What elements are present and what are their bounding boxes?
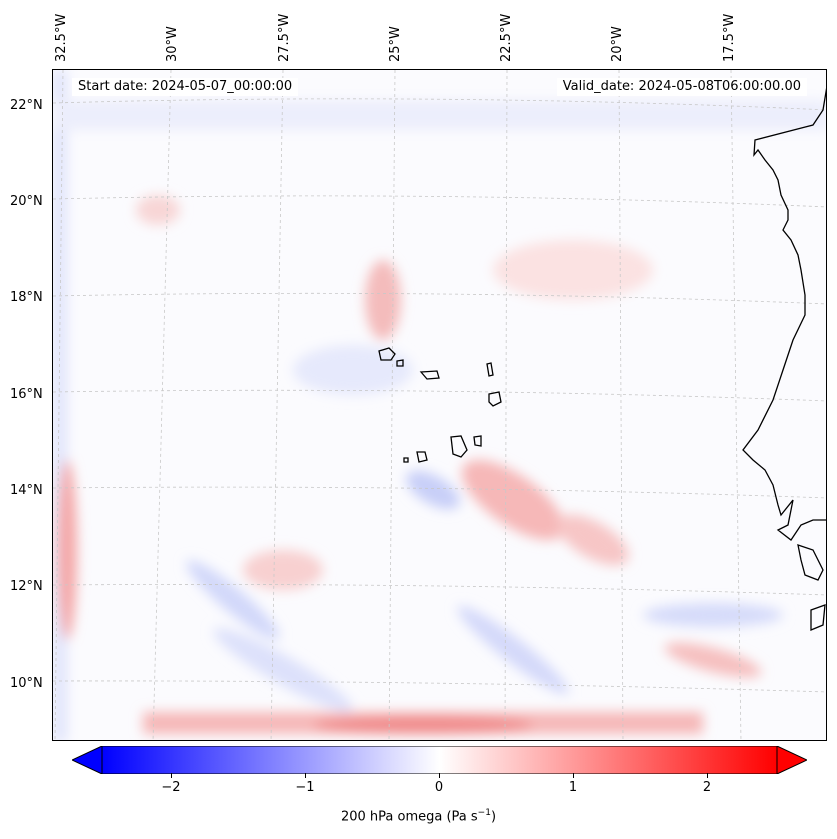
shade-red-4 bbox=[243, 550, 323, 590]
lat-label-20n: 20°N bbox=[10, 194, 43, 209]
colorbar-extend-right bbox=[776, 746, 807, 774]
gridline-lon-32-5w bbox=[54, 70, 64, 740]
lat-label-18n: 18°N bbox=[10, 290, 43, 305]
gridline-lon-22-5w bbox=[504, 70, 508, 740]
omega-shading bbox=[53, 70, 826, 740]
gridline-lat-18n bbox=[53, 292, 826, 305]
cape-verde-sao-nicolau bbox=[419, 370, 440, 380]
cape-verde-sao-vicente bbox=[396, 359, 404, 367]
gridline-lat-16n bbox=[53, 389, 826, 402]
cape-verde-fogo bbox=[416, 451, 428, 463]
colorbar-tick-label-neg2: −2 bbox=[161, 780, 181, 795]
lat-label-16n: 16°N bbox=[10, 387, 43, 402]
colorbar-gradient bbox=[101, 746, 778, 774]
gridline-lat-10n bbox=[53, 680, 826, 693]
cape-verde-maio bbox=[473, 435, 482, 447]
gridline-lat-12n bbox=[53, 584, 826, 596]
colorbar-label-close: ) bbox=[490, 809, 497, 825]
gridline-lat-22n bbox=[53, 98, 826, 111]
cape-verde-santiago bbox=[450, 435, 468, 458]
lat-label-12n: 12°N bbox=[10, 579, 43, 594]
colorbar-label-sup: −1 bbox=[477, 808, 491, 818]
lon-label-17-5w: 17.5°W bbox=[722, 13, 737, 62]
shade-left-edge-red bbox=[57, 460, 77, 640]
shade-red-5 bbox=[664, 642, 762, 678]
lat-label-22n: 22°N bbox=[10, 98, 43, 113]
shade-blue-5 bbox=[293, 345, 413, 395]
colorbar-tick bbox=[573, 773, 574, 778]
shade-blue-6 bbox=[213, 628, 353, 712]
lon-label-27-5w: 27.5°W bbox=[277, 13, 292, 62]
lon-label-20w: 20°W bbox=[610, 26, 625, 62]
gridline-lon-17-5w bbox=[730, 70, 742, 740]
shade-left-edge-blue bbox=[53, 70, 67, 740]
gridlines bbox=[53, 70, 826, 740]
shade-blue-4 bbox=[643, 603, 783, 627]
shade-top-band bbox=[53, 100, 826, 130]
lat-label-10n: 10°N bbox=[10, 676, 43, 691]
colorbar-tick-label-0: 0 bbox=[434, 780, 444, 795]
shade-red-7 bbox=[493, 240, 653, 300]
colorbar-label-text: 200 hPa omega (Pa s bbox=[340, 809, 478, 825]
colorbar-tick bbox=[171, 773, 172, 778]
shade-red-3 bbox=[557, 514, 629, 566]
start-date-text: Start date: 2024-05-07_00:00:00 bbox=[78, 79, 293, 94]
shade-blue-1 bbox=[406, 470, 460, 510]
gridline-lon-20w bbox=[618, 70, 624, 740]
cape-verde-sal bbox=[486, 362, 494, 377]
gridline-lat-14n bbox=[53, 486, 826, 499]
coastlines bbox=[378, 88, 826, 631]
shade-blue-3 bbox=[457, 605, 569, 695]
gridline-lon-25w bbox=[388, 70, 396, 740]
colorbar-tick bbox=[439, 773, 440, 778]
shade-bottom-core bbox=[313, 716, 533, 734]
colorbar-extend-left bbox=[72, 746, 103, 774]
shade-red-6 bbox=[136, 195, 180, 225]
valid-date-box: Valid_date: 2024-05-08T06:00:00.00 bbox=[556, 78, 807, 96]
gridline-lat-20n bbox=[53, 195, 826, 208]
shade-blue-2 bbox=[186, 560, 280, 640]
lon-label-25w: 25°W bbox=[388, 26, 403, 62]
omega-field-map bbox=[53, 70, 826, 740]
colorbar-tick-label-1: 1 bbox=[568, 780, 578, 795]
colorbar-tick bbox=[305, 773, 306, 778]
colorbar-label: 200 hPa omega (Pa s−1) bbox=[0, 808, 837, 824]
africa-coastline bbox=[742, 88, 826, 541]
gridline-lon-27-5w bbox=[270, 70, 284, 740]
valid-date-text: Valid_date: 2024-05-08T06:00:00.00 bbox=[562, 79, 801, 94]
colorbar-tick bbox=[707, 773, 708, 778]
colorbar bbox=[72, 746, 807, 774]
lon-label-32-5w: 32.5°W bbox=[54, 13, 69, 62]
start-date-box: Start date: 2024-05-07_00:00:00 bbox=[72, 78, 299, 96]
cape-verde-boa-vista bbox=[488, 391, 502, 407]
lat-label-14n: 14°N bbox=[10, 483, 43, 498]
gridline-lon-30w bbox=[152, 70, 172, 740]
map-panel[interactable] bbox=[52, 69, 827, 741]
shade-red-2 bbox=[461, 459, 565, 541]
shade-red-1 bbox=[365, 260, 401, 340]
colorbar-tick-label-neg1: −1 bbox=[295, 780, 315, 795]
lon-label-22-5w: 22.5°W bbox=[499, 13, 514, 62]
bissagos-coast bbox=[797, 544, 826, 631]
cape-verde-santo-antao bbox=[378, 347, 396, 361]
colorbar-tick-label-2: 2 bbox=[702, 780, 712, 795]
cape-verde-brava bbox=[403, 457, 409, 463]
lon-label-30w: 30°W bbox=[165, 26, 180, 62]
